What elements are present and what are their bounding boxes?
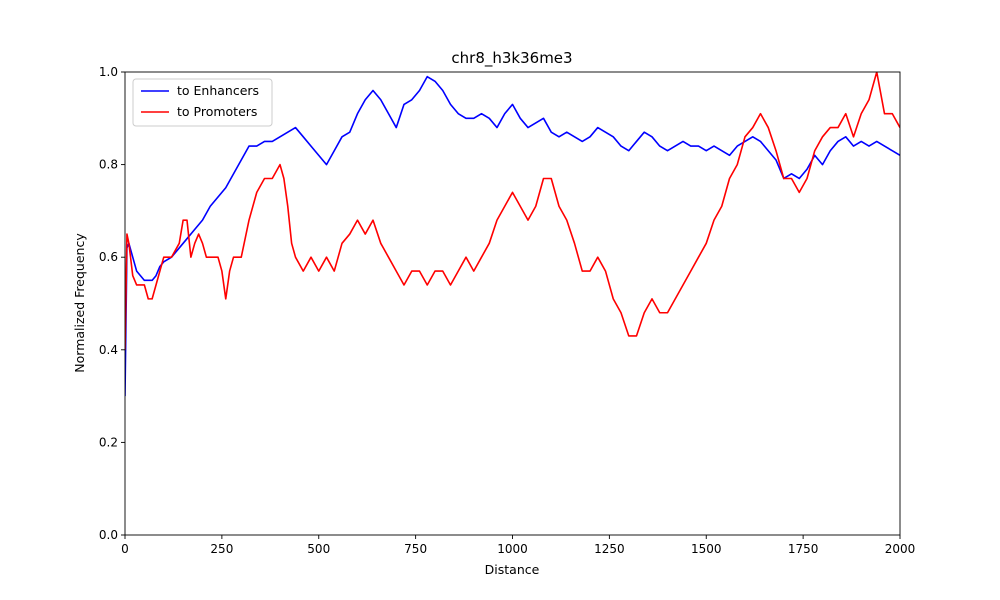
- x-tick-label: 1750: [788, 542, 819, 556]
- chart-title: chr8_h3k36me3: [451, 49, 572, 68]
- series-line-enhancers: [125, 75, 900, 397]
- y-axis-label: Normalized Frequency: [72, 233, 87, 373]
- y-tick-label: 1.0: [99, 65, 118, 79]
- x-tick-label: 250: [210, 542, 233, 556]
- axes: 0 250 500 750 1000 1250 1500 1750 2000 0.0 0.2 0.4 0…: [99, 65, 915, 556]
- x-tick-label: 1250: [594, 542, 625, 556]
- y-tick-label: 0.6: [99, 250, 118, 264]
- legend-label: to Enhancers: [177, 83, 259, 98]
- series-line-promoters: [125, 72, 900, 350]
- y-tick-label: 0.0: [99, 528, 118, 542]
- x-tick-label: 0: [121, 542, 129, 556]
- y-tick-label: 0.8: [99, 158, 118, 172]
- x-tick-label: 1000: [497, 542, 528, 556]
- x-tick-label: 2000: [885, 542, 916, 556]
- y-tick-label: 0.2: [99, 435, 118, 449]
- plot-area: [125, 72, 900, 397]
- x-axis-label: Distance: [485, 562, 540, 577]
- plot-frame: [124, 71, 901, 536]
- x-tick-label: 500: [307, 542, 330, 556]
- legend: to Enhancers to Promoters: [132, 78, 273, 127]
- x-tick-label: 750: [404, 542, 427, 556]
- x-tick-label: 1500: [691, 542, 722, 556]
- legend-label: to Promoters: [177, 104, 257, 119]
- y-tick-label: 0.4: [99, 343, 118, 357]
